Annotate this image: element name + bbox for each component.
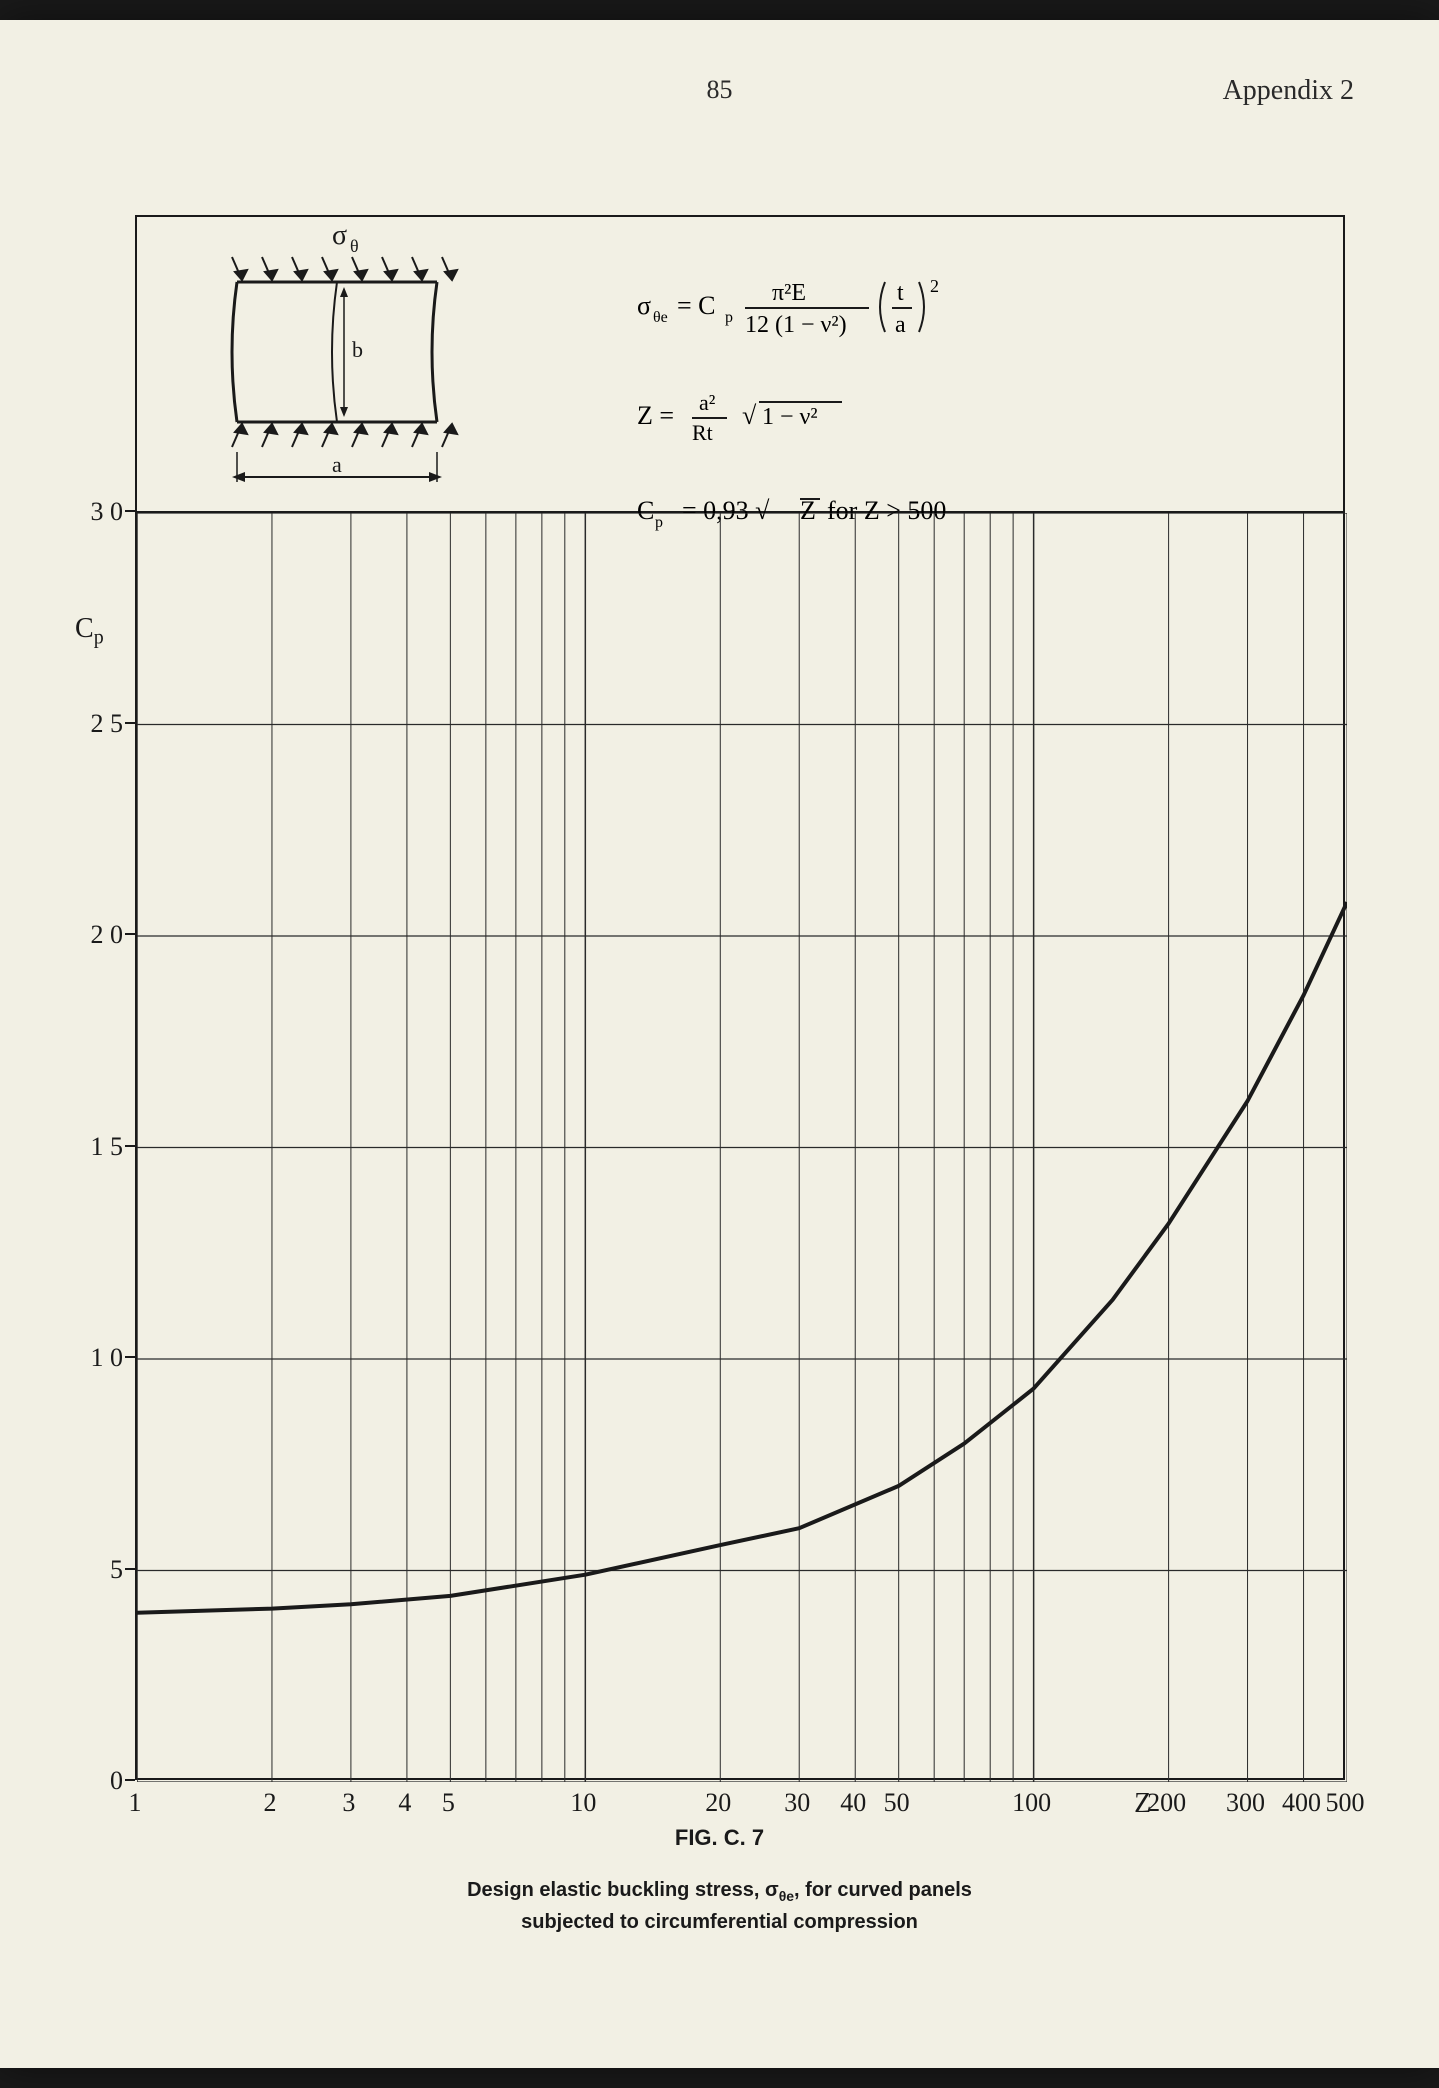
x-tick-label: 500 [1326, 1788, 1365, 1818]
x-tick-label: 50 [884, 1788, 910, 1818]
x-tick-label: 1 [129, 1788, 142, 1818]
svg-text:a²: a² [699, 390, 716, 415]
svg-text:b: b [352, 337, 363, 362]
formula-sigma: σ θe = C p π²E 12 (1 − ν²) t a 2 [637, 272, 1007, 368]
chart-area [137, 513, 1343, 1782]
y-tick-label: 0 [73, 1766, 123, 1796]
y-tick-label: 2 5 [73, 709, 123, 739]
svg-text:θ: θ [350, 236, 359, 256]
x-tick-label: 4 [398, 1788, 411, 1818]
y-axis-title: Cp [75, 613, 104, 650]
svg-text:12 (1 − ν²): 12 (1 − ν²) [745, 312, 847, 338]
curved-panel-diagram: σ θ b a [177, 222, 517, 502]
svg-text:σ: σ [637, 291, 651, 320]
page: 85 Appendix 2 [0, 20, 1439, 2068]
chart-svg [137, 513, 1347, 1782]
figure-frame: σ θ b a σ θe = [135, 215, 1345, 1780]
svg-text:p: p [725, 309, 733, 326]
x-tick-label: 100 [1012, 1788, 1051, 1818]
svg-text:= C: = C [677, 291, 716, 320]
y-tick-label: 1 0 [73, 1343, 123, 1373]
x-tick-label: 400 [1282, 1788, 1321, 1818]
figure-number: FIG. C. 7 [675, 1825, 764, 1851]
x-tick-label: 3 [342, 1788, 355, 1818]
x-tick-label: 2 [263, 1788, 276, 1818]
x-axis-title: Z [1134, 1788, 1151, 1820]
x-tick-label: 5 [442, 1788, 455, 1818]
y-tick-label: 5 [73, 1555, 123, 1585]
x-tick-label: 200 [1147, 1788, 1186, 1818]
x-tick-label: 300 [1226, 1788, 1265, 1818]
svg-text:1 − ν²: 1 − ν² [762, 404, 818, 430]
svg-text:π²E: π²E [772, 280, 806, 306]
svg-text:a: a [895, 312, 906, 338]
x-tick-label: 20 [705, 1788, 731, 1818]
x-tick-label: 30 [784, 1788, 810, 1818]
svg-text:t: t [897, 280, 904, 306]
svg-text:θe: θe [653, 309, 668, 326]
svg-text:2: 2 [930, 276, 939, 296]
svg-text:Z =: Z = [637, 401, 674, 430]
svg-text:a: a [332, 452, 342, 477]
svg-text:√: √ [742, 401, 757, 430]
page-number: 85 [707, 75, 733, 105]
y-tick-label: 3 0 [73, 497, 123, 527]
y-tick-label: 1 5 [73, 1132, 123, 1162]
y-tick-label: 2 0 [73, 920, 123, 950]
appendix-label: Appendix 2 [1223, 75, 1354, 107]
svg-text:Rt: Rt [692, 420, 713, 445]
x-tick-label: 10 [570, 1788, 596, 1818]
figure-title: Design elastic buckling stress, σθe, for… [370, 1875, 1070, 1937]
svg-text:σ: σ [332, 222, 347, 251]
x-tick-label: 40 [840, 1788, 866, 1818]
diagram-box: σ θ b a σ θe = [137, 217, 1343, 513]
formula-z: Z = a² Rt √ 1 − ν² [637, 386, 1007, 472]
